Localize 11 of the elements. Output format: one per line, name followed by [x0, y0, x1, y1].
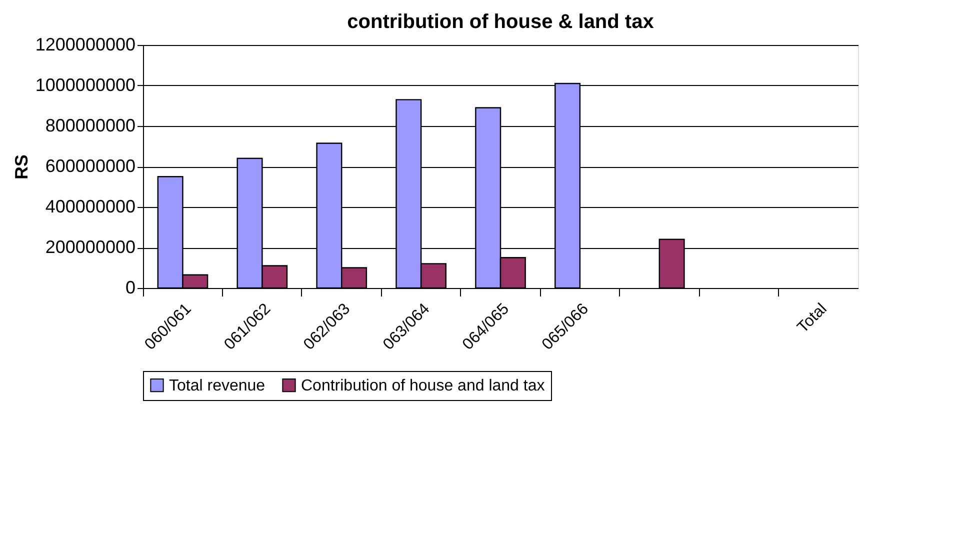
y-tick-label: 1200000000: [35, 34, 136, 54]
y-axis-title: RS: [11, 154, 32, 180]
legend-label: Total revenue: [169, 377, 266, 394]
y-tick-label: 600000000: [45, 156, 136, 176]
y-tick-label: 1000000000: [35, 75, 136, 95]
chart-title: contribution of house & land tax: [347, 11, 654, 33]
y-tick-label: 200000000: [45, 237, 136, 257]
y-tick-label: 0: [125, 278, 136, 298]
legend-label: Contribution of house and land tax: [301, 377, 545, 394]
y-tick-label: 400000000: [45, 196, 136, 216]
y-tick-label: 800000000: [45, 116, 136, 136]
